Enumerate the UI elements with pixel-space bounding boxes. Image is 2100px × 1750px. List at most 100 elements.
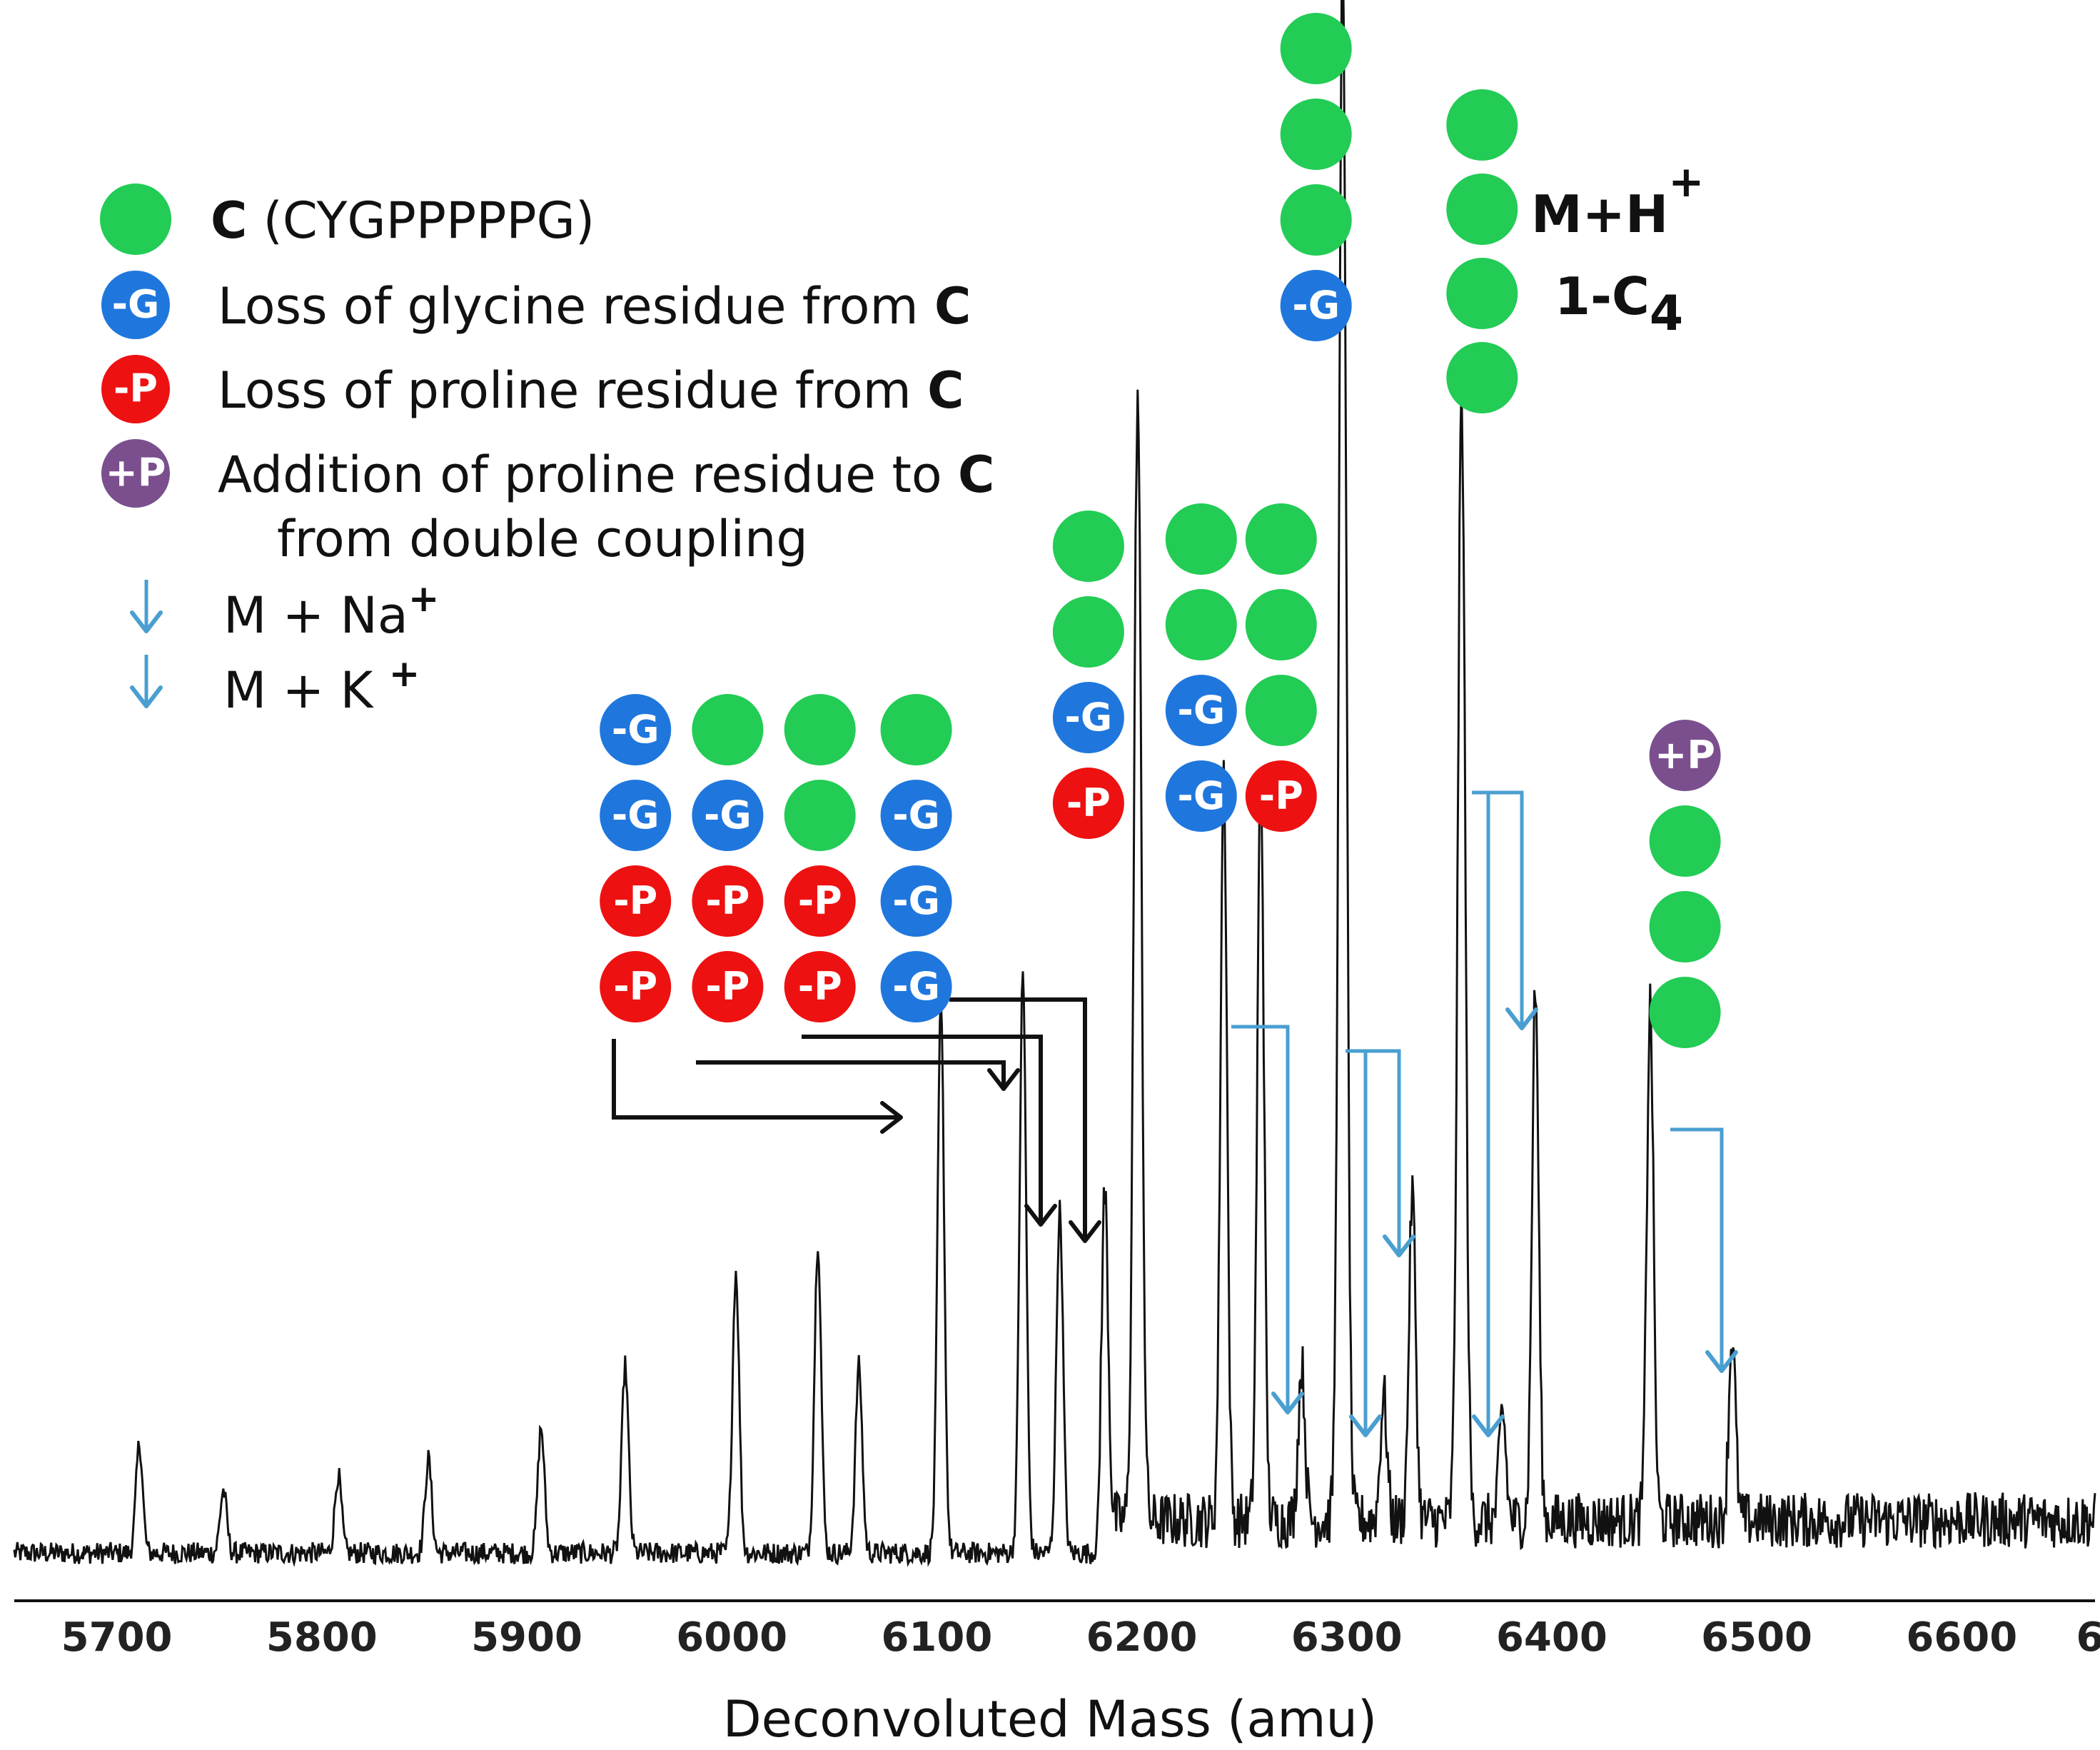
peak-point — [1223, 826, 1224, 828]
c-circle — [1052, 596, 1124, 668]
peak-glyph-stacks: -G -G -P -P -G -P -P -P -P -G -G -G -G -P -G -G -P -G +P — [600, 13, 1721, 1048]
peak-point — [1137, 451, 1139, 453]
peak-point — [223, 1514, 224, 1515]
c-circle — [880, 694, 952, 765]
c-circle — [1649, 805, 1721, 877]
blue-adduct-arrow — [1488, 790, 1538, 1030]
glyph-stack: -G -G -G — [880, 694, 952, 1022]
c-circle — [1280, 99, 1352, 170]
blue-adduct-arrow — [1365, 1049, 1415, 1257]
p-circle: -P — [1052, 768, 1124, 839]
c-circle — [1649, 977, 1721, 1048]
main-peak-annotation: M+H+ 1-C4 — [1531, 157, 1705, 342]
x-tick-label: 5800 — [266, 1614, 378, 1661]
legend-item: M + Na+ — [130, 578, 439, 645]
spectrum-line — [13, 0, 2096, 1567]
x-tick-label: 6200 — [1086, 1614, 1198, 1661]
black-arrow — [949, 997, 1101, 1243]
g-circle: -G — [880, 865, 952, 937]
peak-point — [1650, 1060, 1651, 1062]
glyph-label: -P — [613, 964, 657, 1009]
legend-label: Loss of glycine residue from C — [218, 277, 971, 336]
legend-item: C (CYGPPPPPG) — [100, 183, 595, 255]
x-axis-label: Deconvoluted Mass (amu) — [723, 1690, 1377, 1749]
c-circle — [1165, 503, 1237, 575]
legend: C (CYGPPPPPG) -G Loss of glycine residue f… — [100, 183, 994, 720]
glyph-label: -P — [113, 366, 158, 411]
glyph-stack: +P — [1649, 720, 1721, 1048]
glyph-label: -G — [892, 793, 940, 838]
x-tick-label: 6400 — [1496, 1614, 1607, 1661]
c-circle — [1446, 174, 1518, 245]
p-circle: -P — [600, 951, 672, 1022]
c-circle — [1245, 675, 1317, 746]
peak-point — [1383, 1451, 1384, 1452]
x-tick-label: 5900 — [471, 1614, 582, 1661]
x-tick-label: 6 — [2076, 1614, 2100, 1661]
glyph-label: -P — [798, 964, 842, 1009]
glyph-label: -P — [705, 964, 749, 1009]
glyph-label: -P — [705, 878, 749, 923]
peak-point — [858, 1388, 859, 1389]
c-circle — [692, 694, 764, 765]
c-circle — [1649, 891, 1721, 962]
peak-point — [540, 1451, 542, 1452]
plus-legend-swatch: +P — [101, 439, 170, 508]
peak-point — [735, 1294, 737, 1296]
legend-label: M + K + — [223, 653, 420, 720]
c-circle — [1165, 589, 1237, 660]
c-circle — [1280, 13, 1352, 84]
p-circle: -P — [784, 865, 856, 937]
annotation-arrows — [612, 790, 1738, 1437]
glyph-label: -P — [613, 878, 657, 923]
g-circle: -G — [692, 780, 764, 851]
c-circle — [1052, 511, 1124, 582]
peak-point — [1342, 14, 1343, 15]
glyph-label: -P — [1259, 773, 1303, 818]
c-circle — [784, 780, 856, 851]
glyph-label: -G — [1065, 695, 1113, 740]
black-arrow — [612, 1039, 903, 1134]
main-peak-label-line1: M+H+ — [1531, 157, 1705, 244]
legend-label: Addition of proline residue to C — [218, 446, 994, 504]
peak-point — [940, 1029, 942, 1030]
glyph-stack: -P -P — [784, 694, 856, 1022]
x-tick-label: 6100 — [881, 1614, 992, 1661]
g-circle: -G — [1280, 270, 1352, 341]
g-circle: -G — [1052, 682, 1124, 753]
glyph-label: -G — [892, 964, 940, 1009]
p-circle: -P — [1245, 760, 1317, 832]
c-circle — [1446, 89, 1518, 161]
legend-label: Loss of proline residue from C — [218, 361, 964, 420]
peak-point — [1260, 826, 1261, 828]
blue-adduct-arrow — [1231, 1025, 1304, 1414]
peak-point — [138, 1467, 140, 1468]
glyph-label: -G — [1177, 688, 1225, 733]
x-tick-label: 6300 — [1291, 1614, 1403, 1661]
p-circle: -P — [692, 865, 764, 937]
peak-point — [1461, 451, 1463, 453]
peak-point — [338, 1498, 339, 1499]
legend-item: +P Addition of proline residue to C — [101, 439, 994, 508]
glyph-label: -G — [612, 707, 660, 752]
c-circle — [784, 694, 856, 765]
peak-point — [1104, 1248, 1106, 1249]
c-circle — [1446, 258, 1518, 329]
c-circle — [1280, 184, 1352, 256]
c-legend-swatch — [100, 183, 171, 255]
glyph-stack — [1446, 89, 1518, 413]
x-tick-label: 6600 — [1906, 1614, 2017, 1661]
legend-label: C (CYGPPPPPG) — [211, 191, 595, 250]
g-circle: -G — [600, 694, 672, 765]
x-tick-label: 5700 — [61, 1614, 173, 1661]
c-circle — [1245, 503, 1317, 575]
legend-item: -P Loss of proline residue from C — [101, 355, 964, 423]
plus-circle: +P — [1649, 720, 1721, 791]
blue-adduct-arrow — [1670, 1127, 1738, 1373]
glyph-label: -G — [892, 878, 940, 923]
glyph-label: +P — [106, 450, 166, 495]
glyph-label: -G — [1292, 283, 1340, 328]
glyph-label: -G — [704, 793, 752, 838]
legend-item: from double coupling — [277, 510, 808, 568]
g-circle: -G — [600, 780, 672, 851]
